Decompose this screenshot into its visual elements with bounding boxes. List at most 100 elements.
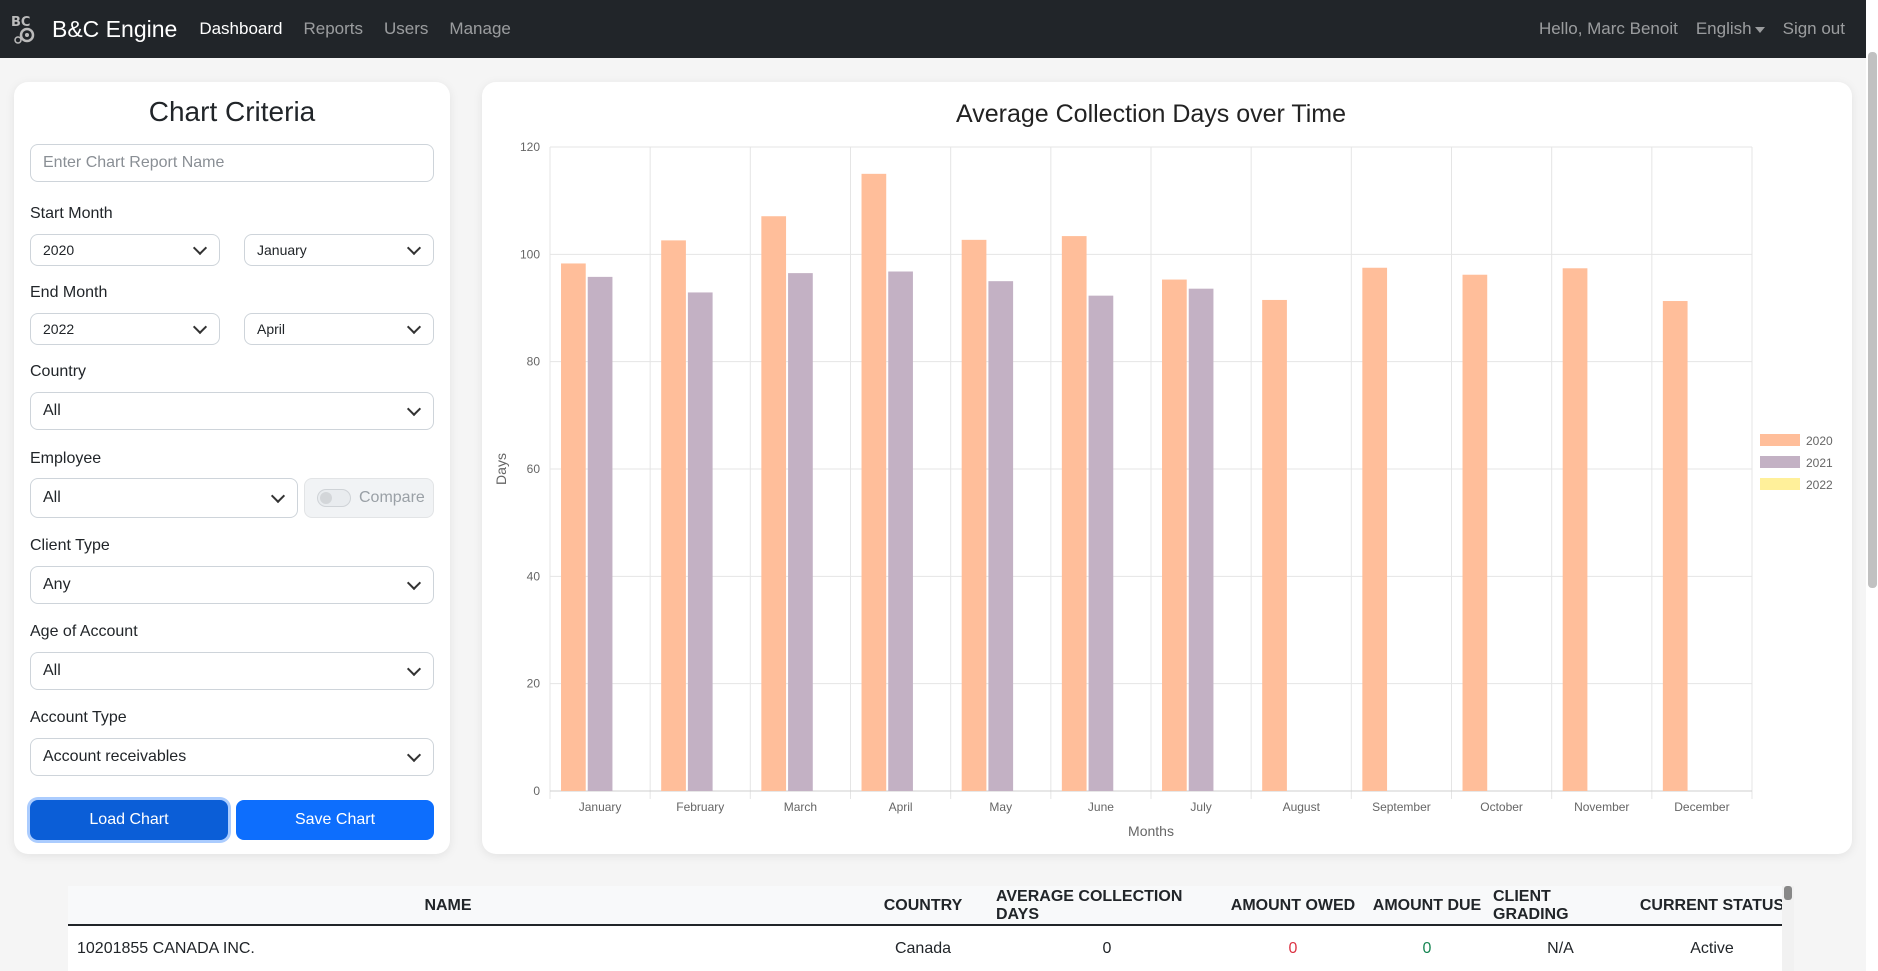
age-of-account-value: All	[43, 662, 61, 679]
page-scrollbar-thumb[interactable]	[1868, 52, 1877, 588]
bar-2020-july	[1162, 279, 1187, 791]
chevron-down-icon	[406, 319, 422, 335]
bar-2020-january	[561, 263, 586, 791]
load-chart-button[interactable]: Load Chart	[30, 800, 228, 840]
user-greeting: Hello, Marc Benoit	[1538, 19, 1678, 38]
account-type-value: Account receivables	[43, 748, 187, 765]
y-tick-label: 20	[527, 677, 541, 691]
end-month-value: April	[257, 321, 286, 337]
legend-swatch-2022	[1760, 478, 1800, 490]
age-of-account-select[interactable]: All	[30, 652, 434, 690]
chevron-down-icon	[406, 575, 422, 591]
bar-2020-june	[1061, 236, 1087, 791]
x-tick-label: July	[1190, 800, 1211, 814]
bar-2020-october	[1462, 274, 1488, 791]
x-tick-label: October	[1480, 800, 1523, 814]
svg-text:BC: BC	[11, 15, 30, 30]
bar-2021-may	[988, 281, 1014, 791]
cell-client-grading: N/A	[1547, 939, 1574, 957]
save-chart-button[interactable]: Save Chart	[236, 800, 434, 840]
y-tick-label: 40	[527, 569, 541, 583]
account-type-select[interactable]: Account receivables	[30, 738, 434, 776]
chevron-down-icon	[406, 747, 422, 763]
chevron-down-icon	[192, 319, 208, 335]
account-type-label: Account Type	[30, 709, 127, 726]
nav-reports[interactable]: Reports	[303, 19, 364, 38]
compare-label: Compare	[359, 489, 425, 506]
header-client-grading[interactable]: Client Grading	[1493, 888, 1569, 923]
employee-label: Employee	[30, 450, 102, 467]
report-name-input[interactable]: Enter Chart Report Name	[30, 144, 434, 182]
nav-users[interactable]: Users	[384, 19, 429, 38]
signout-link[interactable]: Sign out	[1782, 19, 1845, 38]
bar-2021-july	[1188, 288, 1214, 791]
chart-title: Average Collection Days over Time	[956, 100, 1346, 128]
nav-dashboard[interactable]: Dashboard	[199, 19, 283, 38]
caret-down-icon	[1754, 26, 1765, 33]
x-tick-label: May	[989, 800, 1012, 814]
header-avg-collection-days[interactable]: Average Collection Days	[996, 888, 1183, 923]
bar-2021-june	[1088, 295, 1114, 791]
nav-manage[interactable]: Manage	[449, 19, 511, 38]
start-month-value: January	[257, 242, 307, 258]
x-tick-label: August	[1283, 800, 1321, 814]
header-amount-owed[interactable]: Amount Owed	[1230, 897, 1356, 914]
table-row[interactable]: 10201855 CANADA INC. Canada 0 0 0 N/A Ac…	[68, 926, 1788, 971]
end-year-value: 2022	[43, 321, 75, 337]
x-tick-label: December	[1674, 800, 1729, 814]
bar-2020-december	[1662, 301, 1688, 791]
client-type-select[interactable]: Any	[30, 566, 434, 604]
chevron-down-icon	[192, 240, 208, 256]
client-type-value: Any	[43, 576, 71, 593]
header-name[interactable]: Name	[424, 897, 472, 914]
y-axis-title: Days	[493, 453, 509, 485]
brand[interactable]: BC B&C Engine	[10, 12, 177, 46]
bar-2021-april	[888, 271, 913, 791]
bar-2020-april	[861, 173, 887, 791]
bar-2021-march	[788, 273, 813, 791]
start-month-label: Start Month	[30, 205, 113, 222]
language-label: English	[1695, 19, 1752, 38]
cell-amount-due: 0	[1422, 939, 1432, 957]
x-tick-label: June	[1088, 800, 1114, 814]
compare-toggle[interactable]: Compare	[304, 478, 434, 518]
chart-panel: Average Collection Days over Time 0 20 40 60…	[482, 82, 1852, 854]
cell-amount-owed: 0	[1288, 939, 1298, 957]
header-current-status[interactable]: Current Status	[1639, 897, 1785, 914]
bar-chart: Average Collection Days over Time 0 20 40 60…	[493, 100, 1833, 839]
language-dropdown[interactable]: English	[1696, 19, 1765, 39]
page-scrollbar[interactable]	[1866, 0, 1878, 971]
bar-2021-february	[687, 292, 713, 791]
x-tick-label: February	[676, 800, 724, 814]
bar-2020-may	[961, 239, 987, 792]
client-type-label: Client Type	[30, 537, 110, 554]
chevron-down-icon	[406, 661, 422, 677]
header-amount-due[interactable]: Amount Due	[1372, 897, 1482, 914]
start-month-select[interactable]: January	[244, 234, 434, 266]
header-country[interactable]: Country	[883, 897, 963, 914]
chevron-down-icon	[406, 401, 422, 417]
table-scrollbar[interactable]	[1782, 886, 1794, 971]
start-year-select[interactable]: 2020	[30, 234, 220, 266]
bar-2021-january	[587, 276, 613, 791]
top-navbar: BC B&C Engine Dashboard Reports Users Ma…	[0, 0, 1878, 58]
bar-2020-november	[1562, 268, 1588, 791]
criteria-title: Chart Criteria	[148, 96, 316, 127]
x-tick-label: September	[1372, 800, 1431, 814]
employee-value: All	[43, 489, 61, 506]
country-label: Country	[30, 363, 87, 380]
country-select[interactable]: All	[30, 392, 434, 430]
end-year-select[interactable]: 2022	[30, 313, 220, 345]
country-value: All	[43, 402, 61, 419]
end-month-select[interactable]: April	[244, 313, 434, 345]
table-scrollbar-thumb[interactable]	[1784, 886, 1792, 900]
brand-name: B&C Engine	[52, 15, 178, 42]
chevron-down-icon	[406, 240, 422, 256]
x-tick-label: March	[784, 800, 817, 814]
bar-2020-august	[1262, 299, 1287, 791]
bar-2020-march	[761, 216, 787, 792]
legend-swatch-2020	[1760, 434, 1800, 446]
cell-name: 10201855 CANADA INC.	[77, 939, 255, 957]
cell-current-status: Active	[1690, 939, 1734, 957]
employee-select[interactable]: All	[30, 478, 298, 518]
